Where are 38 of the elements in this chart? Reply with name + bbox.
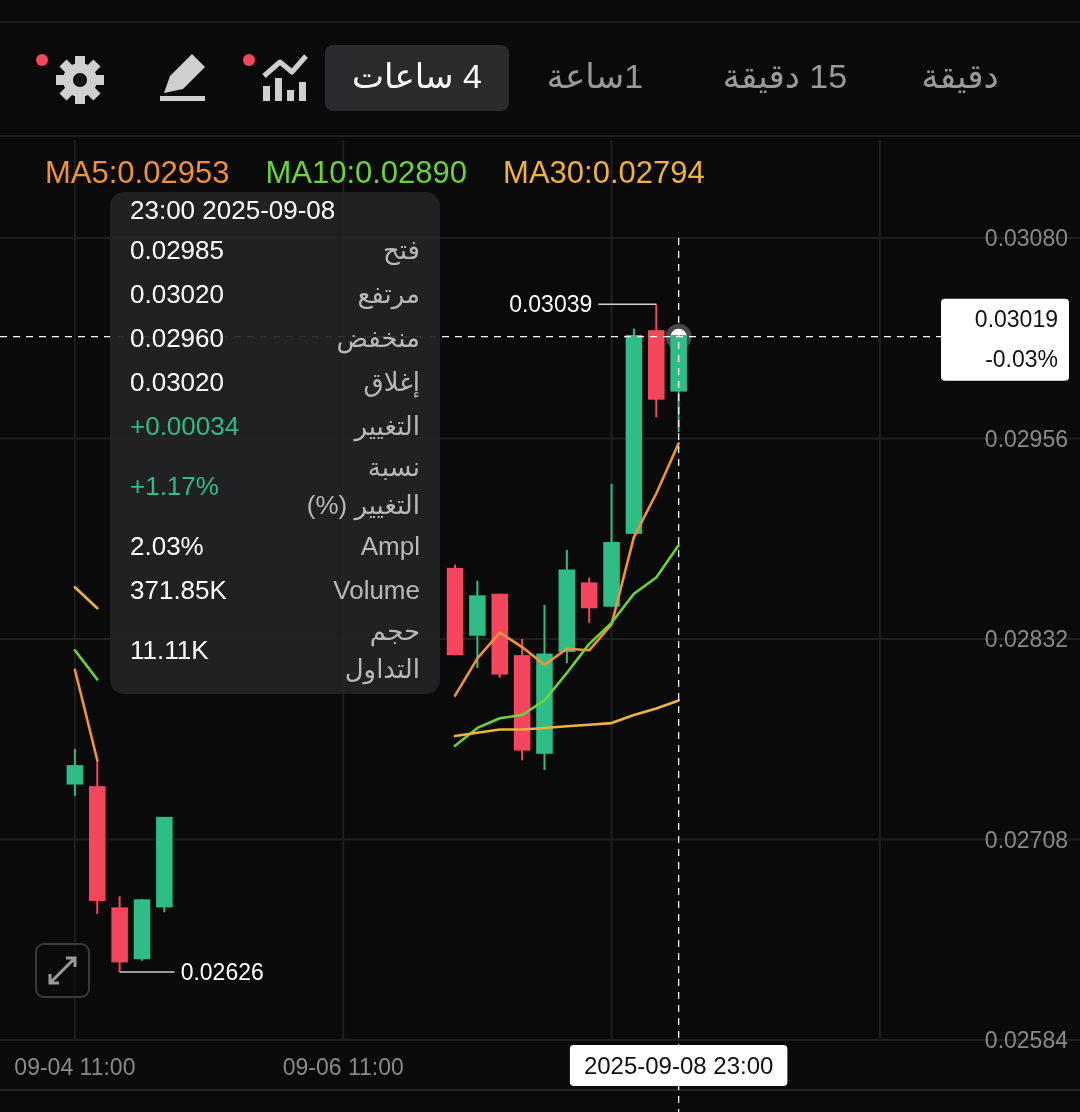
annotation: Ampl xyxy=(359,530,420,563)
annotation: +1.17% xyxy=(130,470,219,502)
candlestick xyxy=(66,747,84,797)
annotation: منخفض xyxy=(335,322,420,356)
y-tick-label: 0.02832 xyxy=(984,626,1068,652)
text: دقيقة xyxy=(921,57,999,95)
annotation: التغيير xyxy=(352,410,420,444)
y-tick-label: 0.03080 xyxy=(984,225,1068,251)
annotation: 11.11K xyxy=(130,634,209,666)
text: 1ساعة xyxy=(546,57,644,95)
annotation: Volume xyxy=(332,574,420,607)
ref-line-label: 0.03019 -0.03% xyxy=(974,305,1058,372)
x-tick-label: 09-04 11:00 xyxy=(14,1054,136,1080)
text: 23:00 2025-09-08 xyxy=(130,194,337,227)
x-tick-label: 09-06 11:00 xyxy=(282,1054,404,1080)
annotation: 0.03039 xyxy=(509,291,593,318)
annotation: 0.02626 xyxy=(180,959,264,986)
annotation: مرتفع xyxy=(356,278,420,312)
y-tick-label: 0.02956 xyxy=(984,425,1068,452)
annotation: حجم التداول xyxy=(343,615,420,687)
annotation: 0.02985 xyxy=(130,234,224,266)
annotation: 371.85K xyxy=(130,574,227,606)
text: MA5:0.02953 xyxy=(45,154,230,190)
annotation: فتح xyxy=(381,234,420,267)
annotation: نسبة التغيير (%) xyxy=(305,451,420,523)
text: 15 دقيقة xyxy=(722,57,848,95)
annotation: 2.03% xyxy=(130,530,204,562)
annotation: إغلاق xyxy=(362,366,420,400)
text: MA30:0.02794 xyxy=(503,154,705,190)
y-tick-label: 0.02708 xyxy=(984,826,1068,853)
text: 4 ساعات xyxy=(352,57,482,95)
text: MA10:0.02890 xyxy=(265,154,468,190)
ref-line-label: 2025-09-08 23:00 xyxy=(583,1051,774,1079)
annotation: 0.02960 xyxy=(130,322,224,354)
annotation: +0.00034 xyxy=(130,410,240,442)
y-tick-label: 0.02584 xyxy=(984,1027,1069,1053)
annotation: 0.03020 xyxy=(130,278,224,310)
annotation: 0.03020 xyxy=(130,366,224,398)
